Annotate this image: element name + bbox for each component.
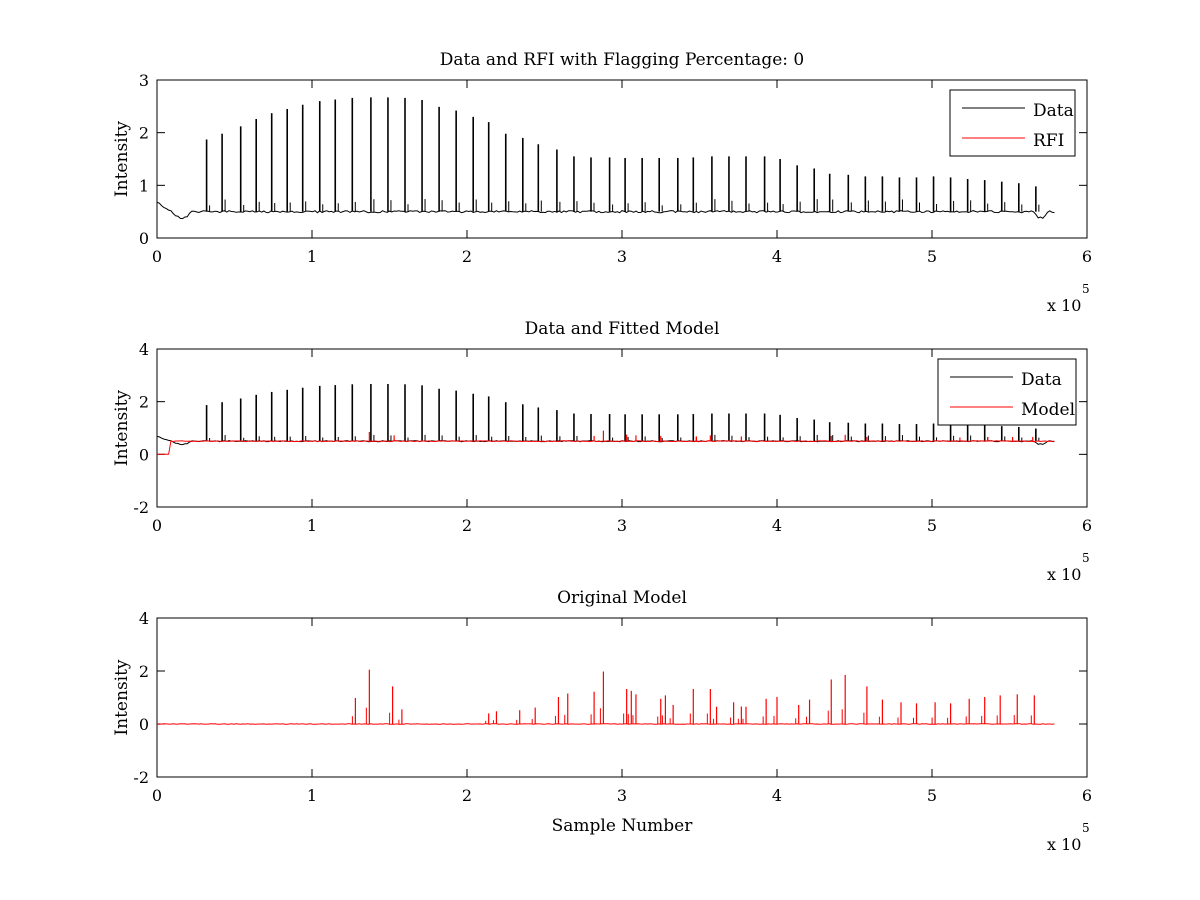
y-tick-label: 4: [139, 340, 149, 359]
x-tick-label: 5: [927, 516, 937, 535]
x-tick-label: 0: [152, 247, 162, 266]
chart-title: Data and RFI with Flagging Percentage: 0: [440, 50, 804, 70]
y-tick-label: 3: [139, 71, 149, 90]
x-tick-label: 1: [307, 247, 317, 266]
y-axis-label: Intensity: [112, 659, 132, 735]
series-model-group: [157, 669, 1055, 725]
y-tick-label: -2: [133, 768, 149, 787]
x-tick-label: 5: [927, 786, 937, 805]
y-tick-label: 2: [139, 393, 149, 412]
x-tick-label: 3: [617, 247, 627, 266]
legend: Data RFI: [949, 89, 1076, 157]
legend-label-data: Data: [1033, 101, 1074, 121]
x-axis-label: Sample Number: [552, 816, 694, 836]
x-tick-label: 6: [1082, 516, 1092, 535]
x-tick-label: 2: [462, 516, 472, 535]
y-tick-label: 0: [139, 229, 149, 248]
x-multiplier-label: x 10: [1047, 835, 1081, 854]
y-tick-label: 0: [139, 445, 149, 464]
x-multiplier-label: x 10: [1047, 565, 1081, 584]
axes-panel-1: Data and RFI with Flagging Percentage: 0…: [112, 50, 1092, 315]
x-tick-label: 5: [927, 247, 937, 266]
y-tick-label: 0: [139, 715, 149, 734]
x-tick-label: 1: [307, 786, 317, 805]
x-tick-label: 0: [152, 786, 162, 805]
legend-box: [937, 358, 1077, 426]
series-baseline: [157, 201, 1055, 220]
x-tick-label: 2: [462, 247, 472, 266]
chart-title: Original Model: [557, 588, 687, 608]
x-tick-label: 4: [772, 786, 782, 805]
legend-label-rfi: RFI: [1033, 131, 1064, 151]
x-multiplier-exponent: 5: [1082, 821, 1090, 835]
x-tick-label: 3: [617, 516, 627, 535]
y-tick-label: 4: [139, 609, 149, 628]
y-tick-label: -2: [133, 498, 149, 517]
legend-label-data: Data: [1021, 370, 1062, 390]
y-axis-label: Intensity: [112, 390, 132, 466]
series-baseline: [157, 440, 1055, 455]
x-tick-label: 6: [1082, 247, 1092, 266]
y-tick-label: 2: [139, 662, 149, 681]
series-model-group: [157, 430, 1055, 455]
axes-frame: [156, 348, 1088, 508]
series-data-group: [157, 97, 1055, 220]
y-tick-label: 2: [139, 124, 149, 143]
legend-label-model: Model: [1021, 400, 1075, 420]
legend: Data Model: [937, 358, 1077, 426]
x-multiplier-exponent: 5: [1082, 282, 1090, 296]
x-tick-label: 1: [307, 516, 317, 535]
x-tick-label: 6: [1082, 786, 1092, 805]
x-multiplier-label: x 10: [1047, 296, 1081, 315]
legend-box: [949, 89, 1076, 157]
x-tick-label: 2: [462, 786, 472, 805]
axes-frame: [156, 79, 1088, 239]
series-baseline: [157, 723, 1055, 725]
x-tick-label: 3: [617, 786, 627, 805]
axes-frame: [156, 617, 1088, 778]
x-multiplier-exponent: 5: [1082, 551, 1090, 565]
x-tick-label: 4: [772, 247, 782, 266]
y-axis-label: Intensity: [112, 121, 132, 197]
chart-title: Data and Fitted Model: [525, 319, 720, 339]
x-tick-label: 0: [152, 516, 162, 535]
y-tick-label: 1: [139, 176, 149, 195]
x-tick-label: 4: [772, 516, 782, 535]
